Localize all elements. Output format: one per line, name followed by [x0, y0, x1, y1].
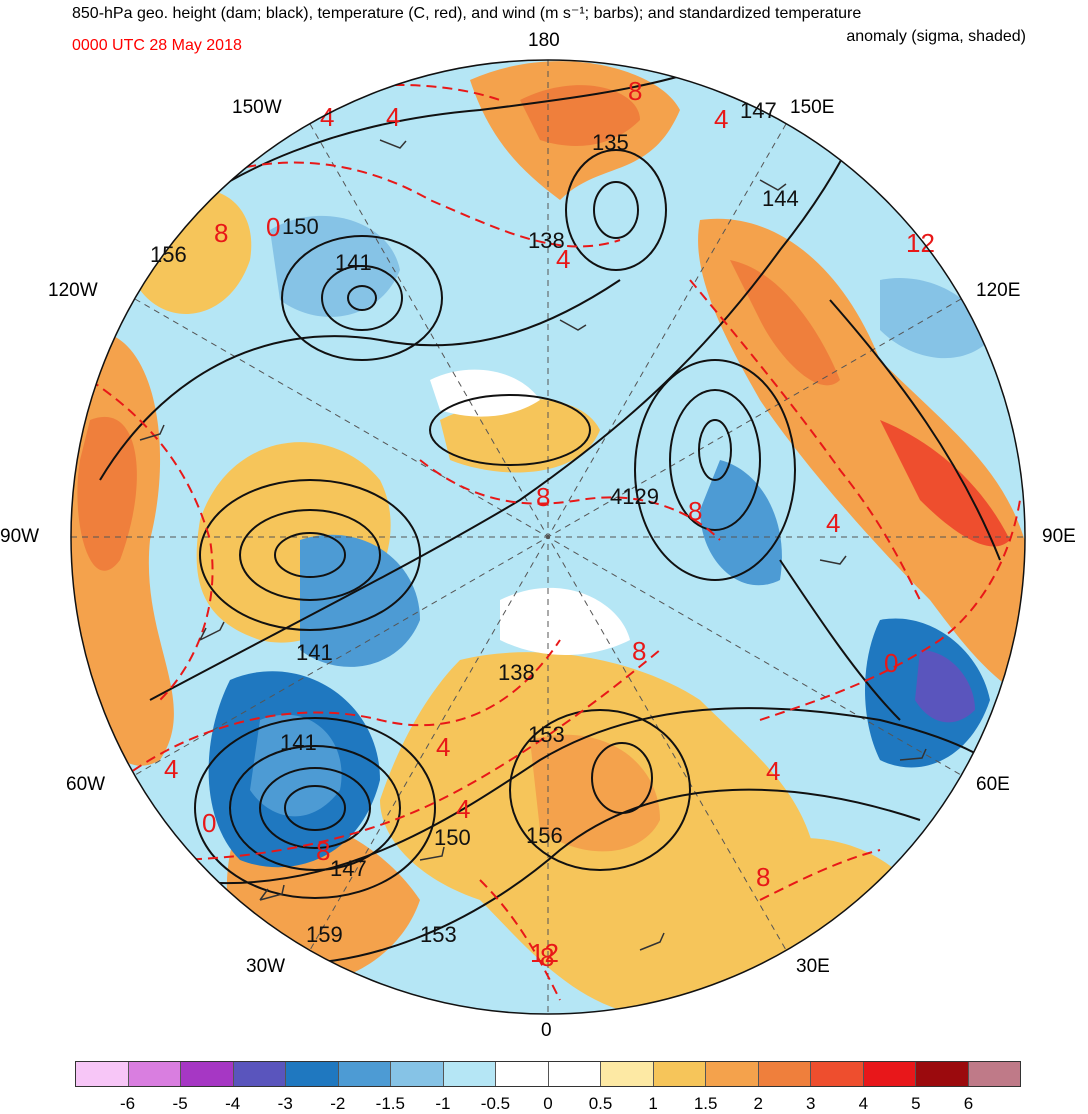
height-label: 147: [740, 98, 777, 123]
temp-label: 8: [214, 218, 228, 248]
temp-label: 4: [766, 756, 780, 786]
colorbar-tick-label: -1.5: [375, 1094, 405, 1113]
temp-label: 8: [316, 836, 330, 866]
temp-label: 8: [536, 482, 550, 512]
colorbar-tick-label: 5: [911, 1094, 921, 1113]
lon-label-60w: 60W: [66, 774, 106, 795]
height-label: 141: [296, 640, 333, 665]
colorbar-tick-label: -1: [435, 1094, 451, 1113]
colorbar-swatch: [286, 1062, 339, 1086]
valid-time: 0000 UTC 28 May 2018: [72, 37, 242, 54]
temp-label: 8: [632, 636, 646, 666]
lon-label-120e: 120E: [976, 280, 1021, 301]
colorbar-swatch: [863, 1062, 916, 1086]
height-label: 135: [592, 130, 629, 155]
temperature-labels: 8 4 4 4 8 0 4 12 8 8 4 4 8 8 0 4 4 0 4 8…: [164, 76, 935, 972]
height-label: 144: [762, 186, 799, 211]
lon-label-30w: 30W: [246, 956, 286, 977]
height-label: 150: [282, 214, 319, 239]
height-label: 141: [335, 250, 372, 275]
colorbar-swatch: [811, 1062, 864, 1086]
colorbar-swatch: [968, 1062, 1020, 1086]
temp-label: 0: [202, 808, 216, 838]
lon-label-150w: 150W: [232, 97, 282, 118]
height-label: 156: [526, 823, 563, 848]
lon-label-90e: 90E: [1042, 526, 1076, 547]
colorbar-swatch: [706, 1062, 759, 1086]
height-label: 150: [434, 825, 471, 850]
height-label: 156: [150, 242, 187, 267]
height-label: 159: [306, 922, 343, 947]
temp-label: 4: [456, 794, 470, 824]
colorbar-swatch: [76, 1062, 129, 1086]
temp-label: 4: [436, 732, 450, 762]
height-label: 153: [528, 722, 565, 747]
colorbar-tick-label: -5: [172, 1094, 188, 1113]
colorbar-tick-label: 2: [753, 1094, 763, 1113]
colorbar-tick-label: 3: [806, 1094, 816, 1113]
height-contours: [99, 69, 1025, 965]
temperature-contours: [89, 84, 1021, 1001]
lon-label-60e: 60E: [976, 774, 1010, 795]
colorbar-tick-label: 0.5: [588, 1094, 613, 1113]
colorbar-swatch: [181, 1062, 234, 1086]
temp-label: 4: [714, 104, 728, 134]
colorbar-swatch: [128, 1062, 181, 1086]
colorbar-tick-label: 1: [648, 1094, 658, 1113]
colorbar-tick-label: -6: [119, 1094, 136, 1113]
colorbar-swatch: [338, 1062, 391, 1086]
anomaly-shading: [71, 61, 1025, 1010]
temp-label: 4: [320, 102, 334, 132]
lon-label-90w: 90W: [0, 526, 40, 547]
height-labels: 135 147 144 138 150 141 156 4129 141 138…: [150, 98, 799, 947]
colorbar-swatch: [653, 1062, 706, 1086]
lon-label-0: 0: [541, 1020, 552, 1041]
lon-label-120w: 120W: [48, 280, 98, 301]
lon-label-150e: 150E: [790, 97, 835, 118]
map-border: [70, 59, 1026, 1015]
colorbar-swatch: [601, 1062, 654, 1086]
colorbar-tick-label: 6: [963, 1094, 974, 1113]
lon-label-30e: 30E: [796, 956, 830, 977]
colorbar-swatch: [496, 1062, 549, 1086]
colorbar-swatch: [443, 1062, 496, 1086]
colorbar-tick-label: -3: [277, 1094, 293, 1113]
temp-label: 0: [884, 648, 898, 678]
colorbar-tick-label: 0: [543, 1094, 553, 1113]
colorbar-tick-label: -4: [225, 1094, 241, 1113]
temp-label: 8: [756, 862, 770, 892]
temp-label: 12: [530, 938, 559, 968]
temp-label: 0: [266, 212, 280, 242]
wind-barbs: [139, 139, 927, 951]
colorbar-swatch: [758, 1062, 811, 1086]
height-label: 141: [280, 730, 317, 755]
temp-label: 8: [628, 76, 642, 106]
map-title-continued: anomaly (sigma, shaded): [846, 28, 1026, 45]
temp-label: 4: [826, 508, 840, 538]
colorbar-tick-label: 1.5: [693, 1094, 718, 1113]
height-label: 153: [420, 922, 457, 947]
temp-label: 4: [386, 102, 400, 132]
height-label: 147: [330, 856, 367, 881]
colorbar-swatch: [916, 1062, 969, 1086]
colorbar-swatch: [233, 1062, 286, 1086]
map-title: 850-hPa geo. height (dam; black), temper…: [72, 5, 862, 22]
colorbar: [75, 1061, 1021, 1087]
temp-label: 8: [540, 942, 554, 972]
temp-label: 4: [164, 754, 178, 784]
temp-label: 4: [556, 244, 570, 274]
colorbar-tick-label: -2: [330, 1094, 346, 1113]
height-label: 138: [498, 660, 535, 685]
colorbar-tick-label: -0.5: [480, 1094, 511, 1113]
height-label: 4129: [610, 484, 659, 509]
lon-label-180: 180: [528, 30, 560, 51]
colorbar-swatch: [391, 1062, 444, 1086]
height-label: 138: [528, 228, 565, 253]
temp-label: 8: [688, 496, 702, 526]
colorbar-swatch: [548, 1062, 601, 1086]
temp-label: 12: [906, 228, 935, 258]
colorbar-tick-label: 4: [858, 1094, 869, 1113]
